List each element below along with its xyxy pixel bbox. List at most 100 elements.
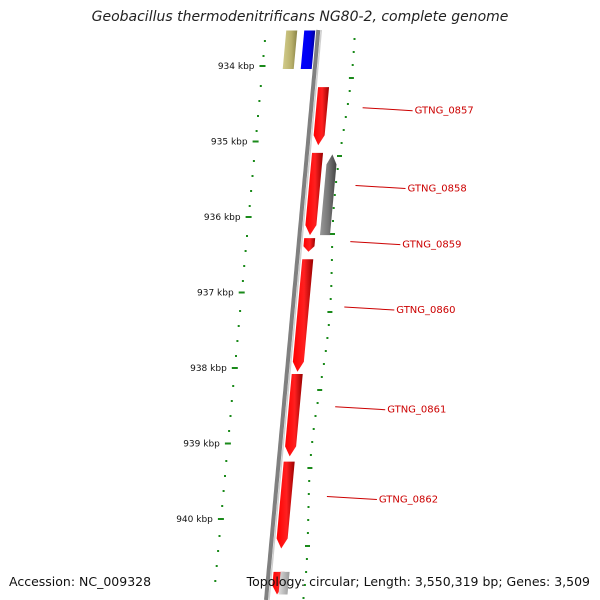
accession-text: Accession: NC_009328 [9,574,152,589]
minor-tick [222,490,225,492]
kbp-label: 939 kbp [183,440,220,450]
gc-dot [352,51,355,53]
gene-blue[interactable] [300,30,316,70]
minor-tick [262,55,265,57]
label-leader [350,241,401,246]
kbp-label: 937 kbp [197,289,234,299]
gc-dot [306,532,309,534]
minor-tick [243,265,246,267]
gene-forward[interactable] [292,259,314,372]
gene-label[interactable]: GTNG_0858 [408,184,467,195]
minor-tick [229,415,232,417]
gc-dot [307,506,310,508]
minor-tick [250,190,253,192]
minor-tick [244,250,247,252]
minor-tick [263,40,266,42]
minor-tick [252,160,255,162]
gene-forward[interactable] [313,87,330,146]
gc-dot [326,337,329,339]
minor-tick [215,565,218,567]
gc-dot [331,246,334,248]
gc-dot [330,272,333,274]
major-tick [259,65,266,67]
gene-olive[interactable] [282,30,298,70]
kbp-label: 938 kbp [190,364,227,374]
backbone-shadow [268,29,323,600]
gene-forward[interactable] [303,238,316,252]
gc-dot [342,129,345,131]
gc-content-dots [302,38,356,599]
gene-forward[interactable] [285,374,303,457]
gc-dot [322,363,325,365]
gc-dot [336,168,339,170]
minor-tick [225,460,228,462]
label-leader [344,306,395,311]
backbone-line [264,29,321,600]
minor-tick [237,325,240,327]
minor-tick [221,505,224,507]
gene-forward[interactable] [305,152,324,236]
kbp-label: 936 kbp [204,213,241,223]
gene-label[interactable]: GTNG_0860 [396,305,455,316]
minor-tick [257,115,259,117]
gc-dot [348,90,351,92]
minor-tick [246,235,248,237]
minor-tick [224,475,226,477]
gc-dot [337,155,342,157]
gc-dot [305,558,308,560]
minor-tick [214,580,217,582]
minor-tick [258,100,261,102]
gc-dot [307,519,310,521]
gc-dot [353,38,356,40]
gene-reverse[interactable] [319,154,337,236]
gene-labels: GTNG_0857 GTNG_0858 GTNG_0859 GTNG_0860 GTNG… [326,106,474,506]
kbp-label: 940 kbp [176,515,213,525]
gc-dot [333,194,336,196]
gc-dot [312,428,315,430]
gc-dot [330,285,333,287]
major-tick [231,367,238,369]
label-leader [362,107,413,112]
axis-ticks: 934 kbp 935 kbp 936 kbp 937 kbp 938 kbp 939 k… [176,40,266,582]
kbp-label: 934 kbp [218,62,255,72]
gc-dot [303,584,306,586]
minor-tick [228,430,231,432]
gene-label[interactable]: GTNG_0862 [379,495,438,506]
major-tick [238,291,245,294]
gc-dot [330,259,333,261]
label-leader [355,185,406,189]
minor-tick [241,280,244,282]
minor-tick [235,355,237,357]
gc-dot [307,467,313,469]
gc-dot [351,64,354,66]
gene-forward[interactable] [276,461,295,549]
minor-tick [218,535,221,537]
major-tick [252,140,259,143]
gc-dot [305,571,308,573]
gc-dot [344,116,347,118]
gene-label[interactable]: GTNG_0857 [415,106,474,117]
label-leader [335,406,386,411]
gene-label[interactable]: GTNG_0861 [387,405,446,416]
gc-dot [327,311,333,313]
gc-dot [332,220,334,222]
gene-light[interactable] [278,571,290,595]
gc-dot [348,77,354,79]
backbone [264,29,323,600]
gc-dot [311,441,314,443]
gene-label[interactable]: GTNG_0859 [402,240,461,251]
kbp-label: 935 kbp [211,138,248,148]
gc-dot [335,181,338,183]
major-tick [217,518,224,520]
gc-dot [317,389,323,391]
gene-features [272,30,337,595]
gc-dot [329,298,332,300]
genome-summary-text: Topology: circular; Length: 3,550,319 bp… [246,574,590,589]
minor-tick [239,310,242,312]
gc-dot [308,480,311,482]
gc-dot [307,493,310,495]
minor-tick [236,340,239,342]
minor-tick [248,205,251,207]
major-tick [245,216,252,218]
